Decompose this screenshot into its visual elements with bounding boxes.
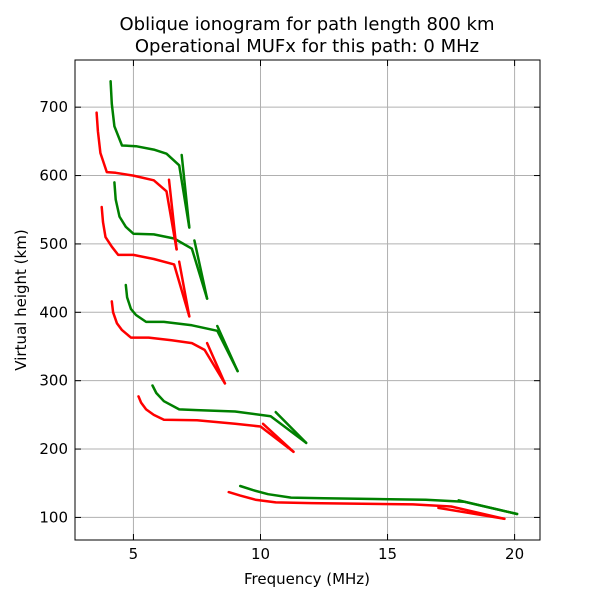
trace-green-3 <box>238 484 519 516</box>
y-tick-label: 300 <box>39 372 68 390</box>
trace-green-8 <box>274 410 308 445</box>
trace-red-1 <box>227 490 506 521</box>
trace-red-13 <box>100 205 191 318</box>
y-tick-label: 700 <box>39 98 68 116</box>
trace-green-11 <box>124 283 239 373</box>
plot-series <box>95 79 519 521</box>
trace-green-15 <box>113 181 209 300</box>
trace-red-14 <box>177 260 191 318</box>
trace-red-10 <box>205 341 227 385</box>
trace-red-5 <box>137 395 295 454</box>
x-axis: 5 10 15 20 <box>129 60 524 563</box>
trace-green-7 <box>151 384 308 445</box>
trace-red-2 <box>437 506 506 521</box>
y-tick-label: 600 <box>39 167 68 185</box>
trace-green-20 <box>180 153 191 229</box>
x-tick-label: 5 <box>129 545 139 563</box>
trace-green-16 <box>193 239 209 300</box>
y-axis: 100 200 300 400 500 600 700 <box>39 98 540 526</box>
chart-title-line2: Operational MUFx for this path: 0 MHz <box>135 36 479 57</box>
x-tick-label: 10 <box>251 545 270 563</box>
y-tick-label: 200 <box>39 440 68 458</box>
y-axis-label: Virtual height (km) <box>12 229 30 370</box>
trace-green-4 <box>457 499 519 516</box>
grid-lines <box>75 60 540 540</box>
y-tick-label: 500 <box>39 235 68 253</box>
trace-red-18 <box>167 178 178 251</box>
y-tick-label: 400 <box>39 303 68 321</box>
trace-green-19 <box>109 79 191 229</box>
chart-title-line1: Oblique ionogram for path length 800 km <box>119 14 494 35</box>
y-tick-label: 100 <box>39 508 68 526</box>
x-axis-label: Frequency (MHz) <box>244 570 370 588</box>
trace-green-12 <box>216 324 239 373</box>
x-tick-label: 20 <box>505 545 524 563</box>
trace-red-6 <box>261 422 295 454</box>
trace-red-17 <box>95 111 178 251</box>
plot-frame <box>74 59 541 541</box>
x-tick-label: 15 <box>378 545 397 563</box>
trace-red-9 <box>110 300 227 385</box>
